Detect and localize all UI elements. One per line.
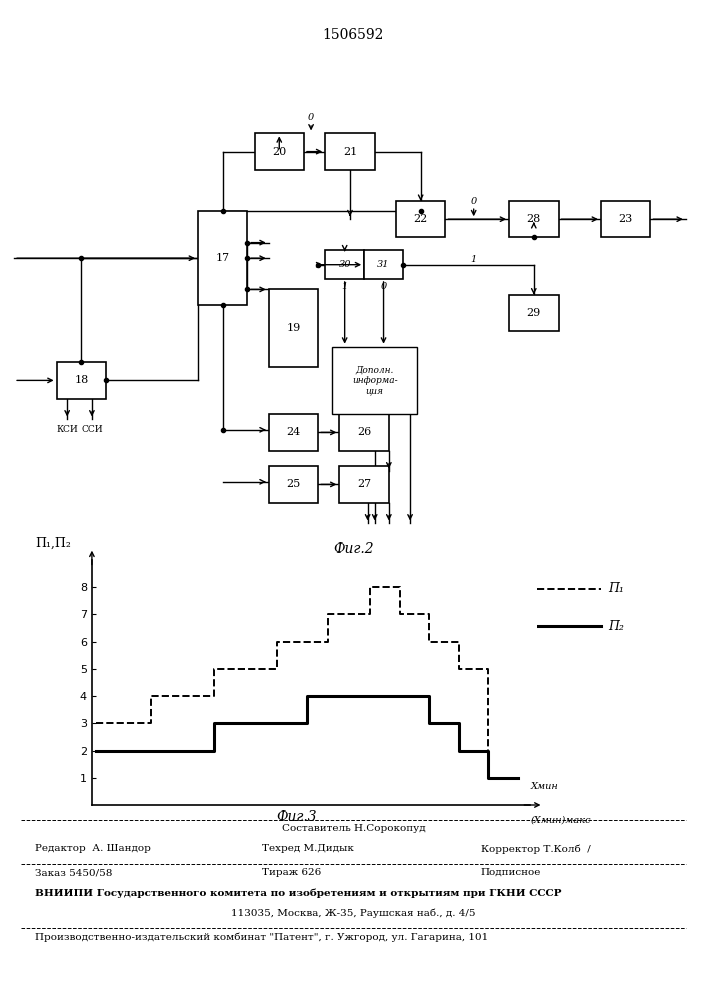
Text: П₁: П₁ <box>608 582 624 595</box>
Bar <box>509 295 559 331</box>
Text: Фиг.3: Фиг.3 <box>276 810 317 824</box>
Text: 26: 26 <box>357 427 371 437</box>
Bar <box>198 211 247 305</box>
Text: 24: 24 <box>286 427 300 437</box>
Bar <box>255 133 304 170</box>
Text: 0: 0 <box>308 113 314 122</box>
Bar <box>269 289 318 367</box>
Text: 27: 27 <box>357 479 371 489</box>
Bar <box>339 466 389 503</box>
Text: Корректор Т.Колб  /: Корректор Т.Колб / <box>481 844 590 854</box>
Text: ССИ: ССИ <box>81 425 103 434</box>
Text: Подписное: Подписное <box>481 868 541 877</box>
Text: 1506592: 1506592 <box>323 28 384 42</box>
Text: ВНИИПИ Государственного комитета по изобретениям и открытиям при ГКНИ СССР: ВНИИПИ Государственного комитета по изоб… <box>35 888 562 898</box>
Text: 0: 0 <box>471 196 477 206</box>
Bar <box>269 414 318 451</box>
Text: Техред М.Дидык: Техред М.Дидык <box>262 844 354 853</box>
Text: 28: 28 <box>527 214 541 224</box>
Text: Редактор  А. Шандор: Редактор А. Шандор <box>35 844 151 853</box>
Bar <box>509 201 559 237</box>
Bar <box>364 250 403 279</box>
Bar <box>339 414 389 451</box>
Text: (Хмин)макс: (Хмин)макс <box>530 815 591 824</box>
Text: 25: 25 <box>286 479 300 489</box>
Text: Составитель Н.Сорокопуд: Составитель Н.Сорокопуд <box>281 824 426 833</box>
Text: 19: 19 <box>286 323 300 333</box>
Text: Тираж 626: Тираж 626 <box>262 868 321 877</box>
Bar <box>269 466 318 503</box>
Text: 113035, Москва, Ж-35, Раушская наб., д. 4/5: 113035, Москва, Ж-35, Раушская наб., д. … <box>231 908 476 918</box>
Text: П₁,П₂: П₁,П₂ <box>35 537 71 550</box>
Text: П₂: П₂ <box>608 620 624 633</box>
Text: Производственно-издательский комбинат "Патент", г. Ужгород, ул. Гагарина, 101: Производственно-издательский комбинат "П… <box>35 932 489 942</box>
Text: 31: 31 <box>378 260 390 269</box>
Text: Дополн.
информа-
ция: Дополн. информа- ция <box>352 365 397 395</box>
Text: 29: 29 <box>527 308 541 318</box>
Bar <box>332 347 417 414</box>
Text: 23: 23 <box>619 214 633 224</box>
Bar <box>325 250 364 279</box>
Text: Хмин: Хмин <box>530 782 558 791</box>
Text: Фиг.2: Фиг.2 <box>333 542 374 556</box>
Text: 0: 0 <box>380 282 387 291</box>
Bar <box>325 133 375 170</box>
Text: 18: 18 <box>74 375 88 385</box>
Bar <box>601 201 650 237</box>
Text: Заказ 5450/58: Заказ 5450/58 <box>35 868 112 877</box>
Text: 1: 1 <box>471 255 477 264</box>
Bar <box>57 362 106 399</box>
Text: 22: 22 <box>414 214 428 224</box>
Text: 30: 30 <box>339 260 351 269</box>
Text: 17: 17 <box>216 253 230 263</box>
Text: 21: 21 <box>343 147 357 157</box>
Text: 20: 20 <box>272 147 286 157</box>
Bar <box>396 201 445 237</box>
Text: КСИ: КСИ <box>57 425 78 434</box>
Text: 1: 1 <box>341 282 348 291</box>
